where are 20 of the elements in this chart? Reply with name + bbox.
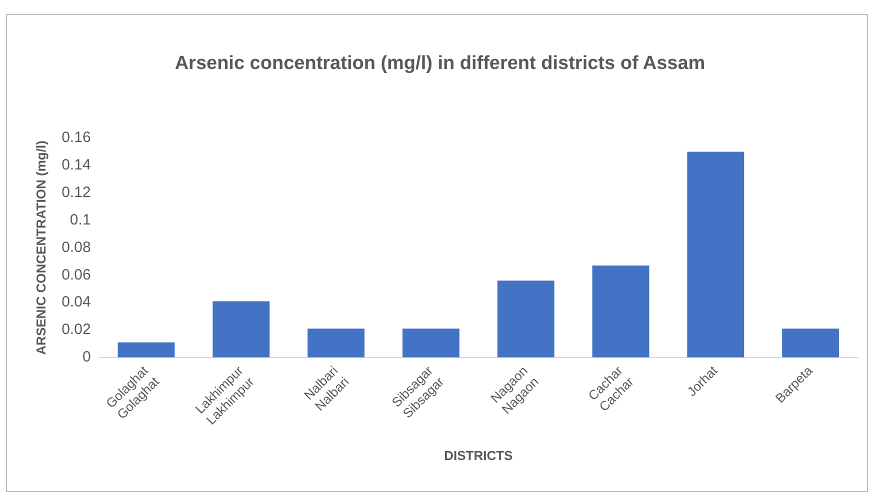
y-tick-label: 0.02	[62, 321, 91, 338]
y-tick-label: 0.06	[62, 266, 91, 284]
bar	[118, 342, 175, 358]
x-axis-title: DISTRICTS	[444, 448, 514, 463]
bar	[782, 328, 840, 358]
bar	[592, 266, 650, 358]
y-tick-label: 0.08	[62, 238, 91, 256]
chart-title: Arsenic concentration (mg/l) in different districts of Assam	[174, 52, 706, 76]
y-tick-label: 0.12	[62, 184, 91, 201]
y-tick-label: 0.16	[62, 129, 91, 146]
y-tick-label: 0.04	[62, 294, 91, 311]
bar	[212, 301, 270, 358]
bar	[402, 328, 460, 358]
bar	[687, 152, 744, 358]
bar	[497, 280, 554, 358]
y-tick-label: 0.1	[70, 211, 91, 228]
y-axis-title: ARSENIC CONCENTRATION (mg/l)	[33, 140, 48, 355]
y-tick-label: 0.14	[62, 156, 91, 174]
bar	[308, 328, 365, 358]
y-tick-label: 0	[82, 348, 91, 366]
